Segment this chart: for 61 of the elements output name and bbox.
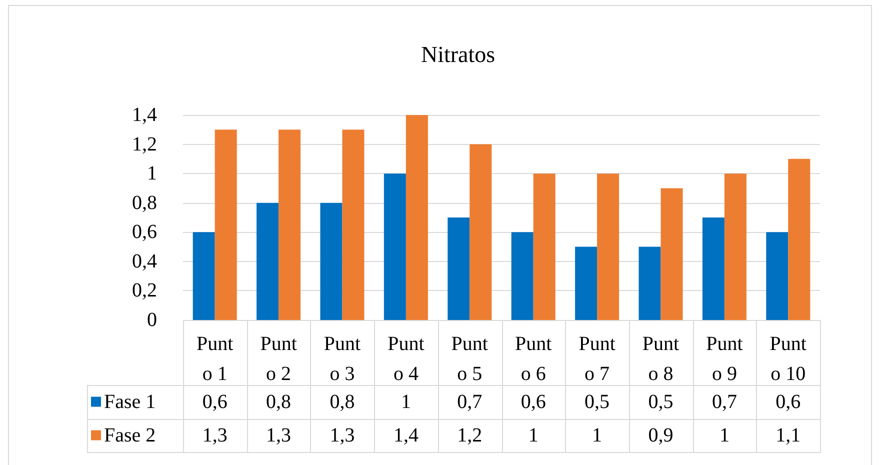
data-label: 0,9 <box>648 424 674 446</box>
data-label: 0,7 <box>457 390 482 413</box>
data-label: 0,8 <box>266 390 292 413</box>
data-label: 1,4 <box>393 424 418 446</box>
bar <box>320 202 342 320</box>
bar <box>192 232 215 320</box>
data-label: 0,5 <box>584 390 610 413</box>
bar <box>533 174 556 320</box>
data-label: 0,6 <box>520 390 546 413</box>
x-tick-label: Punto 8 <box>642 333 680 385</box>
data-label: 1 <box>400 390 411 413</box>
x-tick-label: Punto 5 <box>451 333 488 385</box>
x-tick-label: Punto 2 <box>260 333 298 385</box>
data-label: 0,6 <box>202 390 228 413</box>
bar <box>724 174 746 320</box>
bar <box>448 218 470 320</box>
y-tick-label: 1 <box>147 162 157 185</box>
y-tick-label: 0,2 <box>132 280 157 302</box>
legend-label: Fase 1 <box>104 390 156 413</box>
bar <box>214 130 237 320</box>
data-label: 0,8 <box>330 390 355 413</box>
data-label: 1 <box>719 424 730 446</box>
x-tick-label: Punto 10 <box>770 333 807 385</box>
x-tick-label: Punto 6 <box>515 333 552 385</box>
data-label: 1 <box>592 424 602 446</box>
x-tick-label: Punto 7 <box>578 333 616 385</box>
y-tick-label: 0,6 <box>132 221 157 244</box>
y-tick-label: 0 <box>147 309 157 331</box>
legend-label: Fase 2 <box>104 424 156 446</box>
bar <box>575 246 598 320</box>
bar <box>597 174 620 320</box>
x-tick-label: Punto 9 <box>706 333 744 385</box>
data-label: 0,5 <box>648 390 674 413</box>
x-tick-label: Punto 1 <box>196 333 234 385</box>
chart-title: Nitratos <box>420 42 496 67</box>
bar <box>278 130 301 320</box>
data-label: 1,2 <box>457 424 482 446</box>
x-tick-label: Punto 4 <box>388 333 425 385</box>
data-label: 1,3 <box>266 424 292 446</box>
data-label: 0,6 <box>776 390 801 413</box>
data-label: 1,3 <box>330 424 355 446</box>
bar <box>384 174 406 320</box>
y-tick-label: 1,4 <box>132 104 157 126</box>
bar <box>511 232 534 320</box>
bar <box>660 188 683 320</box>
bar <box>470 144 492 320</box>
data-label: 1 <box>528 424 538 446</box>
data-label: 0,7 <box>712 390 737 413</box>
bar <box>406 115 428 320</box>
bar <box>788 158 810 320</box>
bar <box>256 202 279 320</box>
y-tick-label: 0,4 <box>132 250 157 272</box>
data-label: 1,1 <box>776 424 801 446</box>
y-tick-label: 0,8 <box>132 192 157 214</box>
bar <box>766 232 788 320</box>
bar <box>342 130 364 320</box>
data-label: 1,3 <box>202 424 228 446</box>
x-tick-label: Punto 3 <box>324 333 362 385</box>
bar <box>638 246 661 320</box>
y-tick-label: 1,2 <box>132 133 157 156</box>
bar <box>702 218 724 320</box>
